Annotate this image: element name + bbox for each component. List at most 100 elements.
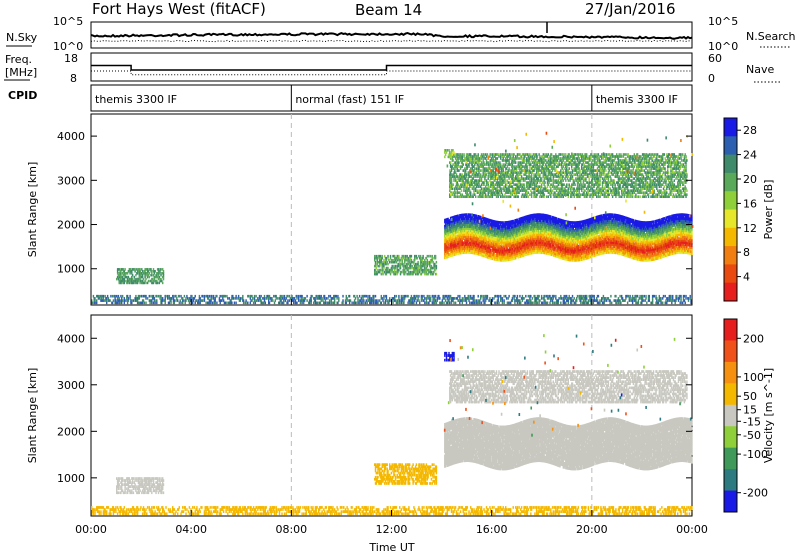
data-cell [427, 255, 428, 258]
data-cell [498, 295, 499, 298]
data-cell [363, 299, 364, 302]
data-cell [435, 295, 436, 298]
data-cell [252, 297, 253, 300]
data-cell [296, 295, 297, 298]
data-cell [480, 216, 481, 219]
data-cell [225, 302, 226, 305]
data-cell [233, 297, 234, 300]
data-cell [184, 295, 185, 298]
data-cell [662, 302, 663, 305]
data-cell [405, 295, 406, 298]
data-cell [213, 295, 214, 298]
data-cell [305, 297, 306, 300]
data-cell [202, 295, 203, 298]
nave-label: Nave [746, 63, 774, 76]
data-cell [375, 261, 376, 264]
freq-unit: [MHz] [5, 66, 37, 79]
data-cell [383, 302, 384, 305]
data-cell [240, 297, 241, 300]
data-cell [260, 295, 261, 298]
data-cell [611, 302, 612, 305]
data-cell [226, 302, 227, 305]
data-cell [109, 299, 110, 302]
data-cell [453, 302, 454, 305]
nave-tick-top: 60 [708, 52, 722, 65]
data-cell [649, 295, 650, 298]
data-cell [656, 297, 657, 300]
data-cell [599, 299, 600, 302]
data-cell [357, 297, 358, 300]
data-cell [478, 299, 479, 302]
data-cell [560, 302, 561, 305]
data-cell [498, 302, 499, 305]
data-cell [163, 270, 164, 273]
nsky-trace [91, 33, 692, 39]
data-cell [387, 255, 388, 258]
data-cell [395, 265, 396, 268]
nsearch-tick-top: 10^5 [708, 15, 738, 28]
data-cell [528, 299, 529, 302]
data-cell [407, 295, 408, 298]
cpid-label: CPID [8, 89, 37, 102]
data-cell [377, 299, 378, 302]
data-cell [145, 282, 146, 285]
nsky-tick-top: 10^5 [53, 15, 83, 28]
data-cell [156, 295, 157, 298]
data-cell [481, 295, 482, 298]
data-cell [366, 295, 367, 298]
data-cell [306, 295, 307, 298]
data-cell [394, 295, 395, 298]
data-cell [94, 297, 95, 300]
data-cell [519, 295, 520, 298]
data-cell [367, 295, 368, 298]
data-cell [350, 299, 351, 302]
data-cell [642, 295, 643, 298]
data-cell [670, 295, 671, 298]
data-cell [145, 278, 146, 281]
data-cell [564, 295, 565, 298]
data-cell [124, 268, 125, 271]
data-cell [272, 299, 273, 302]
data-cell [405, 255, 406, 258]
data-cell [359, 295, 360, 298]
data-cell [541, 295, 542, 298]
data-cell [609, 299, 610, 302]
freq-panel-frame [91, 53, 692, 81]
data-cell [382, 255, 383, 258]
data-cell [145, 302, 146, 305]
data-cell [620, 302, 621, 305]
data-cell [481, 302, 482, 305]
data-cell [157, 282, 158, 285]
data-cell [430, 255, 431, 258]
data-cell [331, 302, 332, 305]
data-cell [191, 295, 192, 298]
data-cell [373, 295, 374, 298]
data-cell [264, 295, 265, 298]
data-cell [690, 295, 691, 298]
data-cell [457, 295, 458, 298]
data-cell [133, 299, 134, 302]
region-3 [444, 213, 693, 261]
data-cell [134, 268, 135, 271]
data-cell [220, 295, 221, 298]
data-cell [528, 295, 529, 298]
data-cell [525, 295, 526, 298]
data-cell [424, 302, 425, 305]
data-cell [665, 295, 666, 298]
data-cell [149, 276, 150, 279]
data-cell [112, 295, 113, 298]
data-cell [231, 302, 232, 305]
data-cell [419, 302, 420, 305]
data-cell [179, 295, 180, 298]
data-cell [204, 295, 205, 298]
data-cell [610, 295, 611, 298]
data-cell [619, 295, 620, 298]
data-cell [514, 295, 515, 298]
data-cell [436, 273, 437, 276]
data-cell [177, 299, 178, 302]
station-title: Fort Hays West (fitACF) [92, 0, 266, 18]
data-cell [162, 282, 163, 285]
data-cell [403, 255, 404, 258]
data-cell [128, 297, 129, 300]
data-cell [124, 297, 125, 300]
